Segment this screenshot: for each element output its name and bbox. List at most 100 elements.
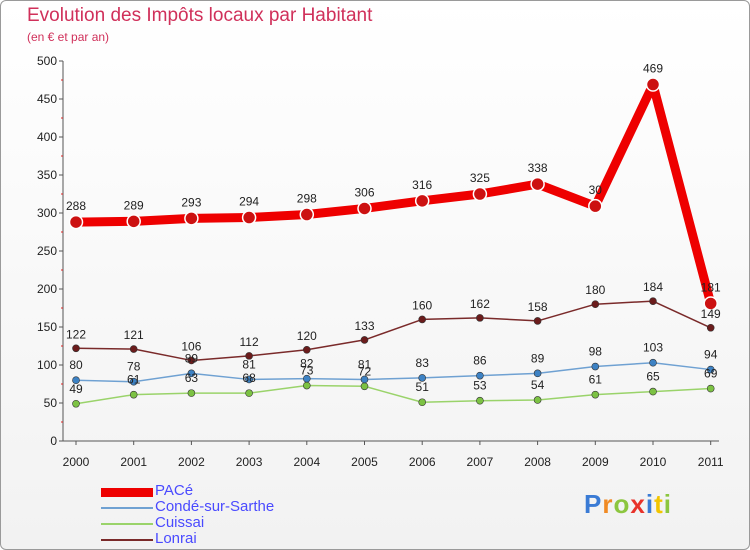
data-point (533, 369, 542, 378)
data-label: 298 (297, 192, 317, 206)
data-label: 65 (646, 370, 660, 384)
data-point (245, 375, 253, 384)
data-label: 86 (473, 354, 487, 368)
data-point (72, 376, 80, 385)
data-point (187, 369, 196, 378)
data-point (187, 389, 196, 397)
y-tick-label: 250 (37, 244, 57, 258)
data-label: 82 (300, 357, 314, 371)
x-tick-label: 2005 (351, 455, 378, 469)
data-point (588, 198, 603, 214)
legend-swatch (101, 523, 153, 525)
data-label: 294 (239, 195, 259, 209)
data-point (360, 382, 369, 391)
data-label: 53 (473, 379, 487, 393)
data-point (706, 323, 715, 332)
y-tick-label: 0 (50, 434, 57, 448)
y-tick-label: 450 (37, 92, 57, 106)
x-tick-label: 2011 (698, 455, 724, 469)
data-point (245, 352, 253, 360)
data-point (472, 186, 488, 202)
data-label: 94 (704, 348, 718, 362)
data-label: 338 (528, 161, 548, 175)
data-point (533, 396, 542, 404)
data-point (360, 336, 369, 344)
x-tick-label: 2001 (120, 455, 147, 469)
logo-letter: o (613, 489, 631, 519)
data-label: 83 (416, 356, 430, 370)
y-tick-label: 100 (37, 358, 57, 372)
x-tick-label: 2010 (640, 455, 667, 469)
series-line-PACé (71, 80, 716, 308)
data-point (299, 207, 315, 222)
data-label: 162 (470, 297, 490, 311)
data-label: 306 (354, 185, 374, 199)
legend-swatch (101, 507, 153, 509)
data-point (302, 374, 311, 383)
data-point (302, 345, 311, 354)
data-point (418, 374, 427, 382)
data-label: 61 (589, 373, 603, 387)
data-label: 133 (354, 319, 374, 333)
legend-label: Cuissai (155, 514, 205, 531)
proxiti-logo: Proxiti (584, 489, 672, 520)
series-line-Condé-sur-Sarthe (75, 361, 712, 383)
data-point (645, 77, 661, 92)
logo-letter: i (645, 489, 655, 519)
data-label: 289 (124, 198, 144, 212)
x-tick-label: 2008 (524, 455, 551, 469)
legend-label: Lonrai (155, 530, 197, 547)
data-label: 180 (585, 283, 605, 297)
data-label: 30 (589, 183, 603, 197)
data-label: 103 (643, 341, 663, 355)
data-point (241, 210, 257, 225)
data-point (591, 300, 600, 309)
data-point (418, 398, 427, 407)
data-label: 61 (127, 373, 141, 387)
data-point (533, 317, 542, 325)
data-point (414, 193, 430, 209)
data-label: 120 (297, 329, 317, 343)
data-point (68, 214, 84, 230)
data-label: 325 (470, 171, 490, 185)
data-label: 293 (181, 195, 201, 209)
data-label: 160 (412, 298, 432, 312)
logo-letter: i (663, 489, 672, 519)
data-label: 106 (181, 339, 201, 353)
data-label: 469 (643, 62, 663, 76)
data-label: 89 (185, 351, 199, 365)
data-point (184, 211, 199, 226)
data-label: 49 (69, 382, 83, 396)
data-point (476, 371, 484, 380)
legend-label: Condé-sur-Sarthe (155, 498, 275, 515)
data-label: 63 (185, 371, 199, 385)
data-label: 288 (66, 199, 86, 213)
data-point (187, 356, 196, 365)
legend-label: PACé (155, 482, 194, 499)
data-point (129, 345, 138, 353)
x-tick-label: 2009 (582, 455, 609, 469)
data-label: 81 (358, 357, 372, 371)
x-tick-label: 2007 (467, 455, 494, 469)
legend-swatch (101, 539, 153, 541)
data-point (129, 377, 138, 386)
data-point (530, 176, 545, 192)
data-point (72, 344, 80, 353)
data-label: 316 (412, 178, 432, 192)
data-label: 54 (531, 378, 545, 392)
data-point (476, 314, 484, 322)
chart-title: Evolution des Impôts locaux par Habitant (27, 5, 373, 26)
series-lines (68, 77, 718, 408)
data-label: 121 (124, 328, 144, 342)
y-tick-label: 500 (37, 54, 57, 68)
data-point (245, 389, 253, 397)
data-point (360, 375, 369, 384)
data-label: 158 (528, 300, 548, 314)
axes: 0 50 100 150 200 250 300 350 400 450 500 2000 2001 20… (37, 54, 724, 469)
data-label: 69 (704, 367, 718, 381)
data-point (418, 315, 427, 324)
data-label: 81 (242, 357, 256, 371)
x-tick-label: 2006 (409, 455, 436, 469)
x-tick-label: 2003 (236, 455, 263, 469)
